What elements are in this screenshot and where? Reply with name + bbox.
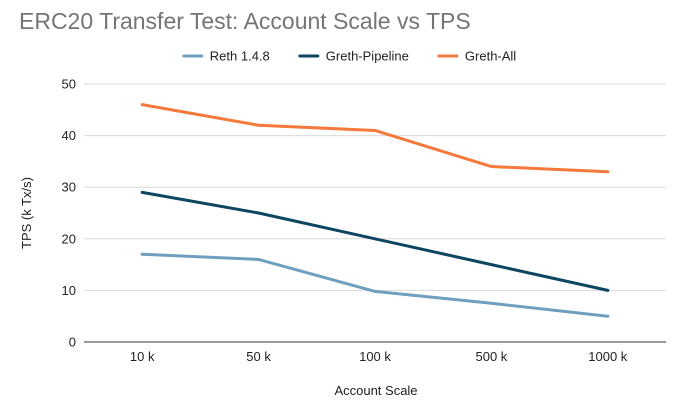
series-line-greth-all [140,103,610,174]
chart-title: ERC20 Transfer Test: Account Scale vs TP… [19,8,471,34]
x-tick-label: 50 k [246,349,271,364]
data-point-reth-1-4-8 [373,290,377,293]
data-point-reth-1-4-8 [490,301,493,305]
y-tick-label: 0 [69,335,76,350]
x-axis-ticks: 10 k 50 k 100 k 500 k 1000 k [130,349,628,364]
data-point-reth-1-4-8 [140,252,144,256]
data-point-greth-pipeline [606,289,610,292]
y-tick-label: 30 [62,180,76,195]
data-point-greth-all [490,165,493,168]
y-tick-label: 50 [62,77,76,92]
data-point-reth-1-4-8 [606,314,610,318]
y-tick-label: 40 [62,128,76,143]
data-point-greth-all [140,103,144,107]
data-point-greth-all [373,129,377,132]
series-lines [140,103,610,318]
x-tick-label: 500 k [475,349,507,364]
gridlines [84,83,666,343]
y-axis-ticks: 0 10 20 30 40 50 [62,77,76,350]
data-point-greth-all [257,123,260,127]
legend-label: Greth-All [465,49,516,64]
data-point-greth-pipeline [257,211,260,215]
legend-item: Greth-All [437,49,516,64]
x-tick-label: 10 k [130,349,155,364]
series-line-reth-1-4-8 [140,252,610,318]
data-point-greth-all [606,170,610,174]
y-axis-label: TPS (k Tx/s) [19,177,34,249]
data-point-reth-1-4-8 [257,258,260,261]
series-line-greth-pipeline [140,190,610,292]
legend: Reth 1.4.8 Greth-Pipeline Greth-All [182,49,516,64]
x-tick-label: 1000 k [588,349,628,364]
legend-label: Reth 1.4.8 [210,49,270,64]
y-tick-label: 10 [62,283,76,298]
data-point-greth-pipeline [373,237,377,241]
legend-item: Greth-Pipeline [298,49,409,64]
x-axis-label: Account Scale [334,383,417,398]
y-tick-label: 20 [62,231,76,246]
legend-item: Reth 1.4.8 [182,49,270,64]
x-tick-label: 100 k [359,349,391,364]
legend-label: Greth-Pipeline [326,49,409,64]
data-point-greth-pipeline [140,190,144,194]
data-point-greth-pipeline [490,263,493,266]
